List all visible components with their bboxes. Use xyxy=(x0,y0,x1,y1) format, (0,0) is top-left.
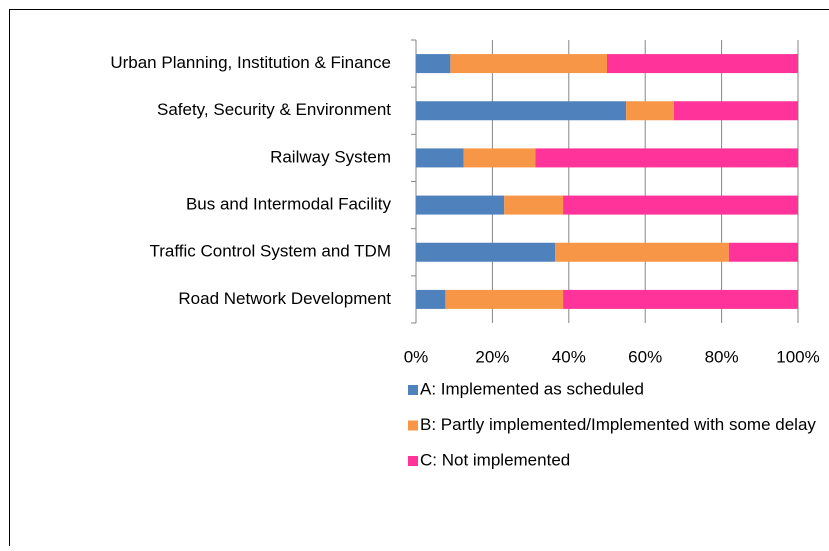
y-tick-label: Urban Planning, Institution & Finance xyxy=(110,53,391,72)
bar-segment xyxy=(445,290,563,309)
bar-segment xyxy=(416,148,464,167)
bar-segment xyxy=(450,54,607,73)
y-tick-label: Bus and Intermodal Facility xyxy=(186,195,392,214)
x-tick-label: 20% xyxy=(475,347,509,366)
bar-segment xyxy=(607,54,798,73)
bar-segment xyxy=(416,101,626,120)
x-tick-label: 80% xyxy=(705,347,739,366)
y-tick-label: Traffic Control System and TDM xyxy=(149,242,391,261)
bar-segment xyxy=(464,148,536,167)
y-tick-label: Road Network Development xyxy=(178,289,391,308)
bar-segment xyxy=(416,243,555,262)
bar-segment xyxy=(674,101,798,120)
legend-label: C: Not implemented xyxy=(420,450,570,469)
bar-segment xyxy=(563,196,798,215)
legend-label: A: Implemented as scheduled xyxy=(420,379,644,398)
x-tick-label: 60% xyxy=(628,347,662,366)
bar-segment xyxy=(416,290,445,309)
bar-segment xyxy=(416,196,504,215)
bar-segment xyxy=(504,196,563,215)
y-tick-label: Safety, Security & Environment xyxy=(157,100,391,119)
legend-swatch xyxy=(408,421,418,431)
bar-segment xyxy=(416,54,450,73)
bar-segment xyxy=(563,290,798,309)
x-tick-label: 0% xyxy=(404,347,429,366)
bar-segment xyxy=(626,101,674,120)
x-tick-label: 40% xyxy=(552,347,586,366)
bar-segment xyxy=(555,243,729,262)
x-tick-label: 100% xyxy=(776,347,819,366)
bar-segment xyxy=(729,243,798,262)
bar-segment xyxy=(535,148,798,167)
legend-swatch xyxy=(408,456,418,466)
legend-label: B: Partly implemented/Implemented with s… xyxy=(420,415,816,434)
y-tick-label: Railway System xyxy=(270,147,391,166)
legend-swatch xyxy=(408,385,418,395)
